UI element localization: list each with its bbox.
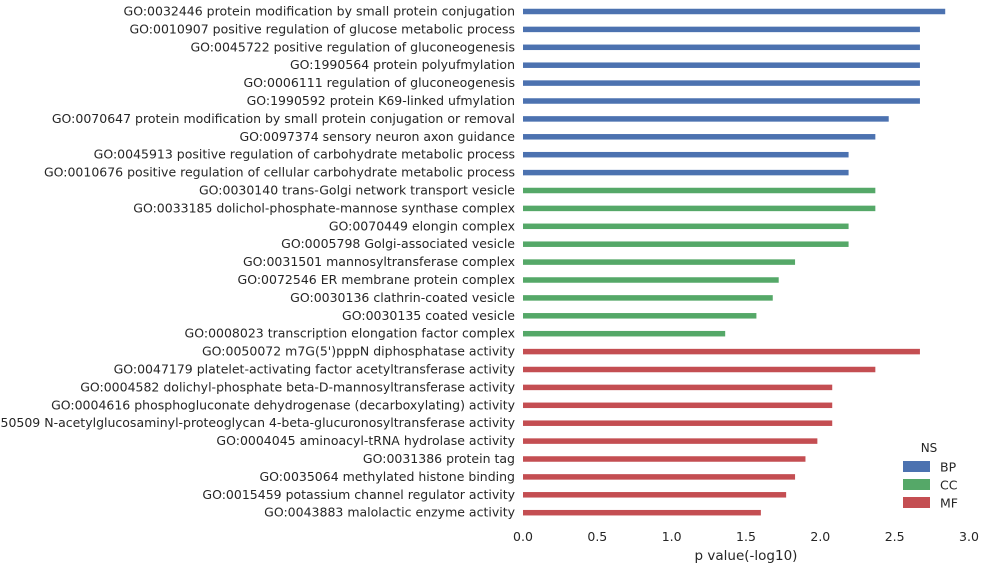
legend: NS BP CC MF	[903, 441, 958, 511]
bar	[523, 456, 806, 462]
legend-swatch	[903, 461, 930, 472]
legend-swatch	[903, 479, 930, 490]
x-tick-label: 0.0	[513, 529, 533, 544]
bar	[523, 295, 773, 301]
x-tick-label: 1.5	[736, 529, 756, 544]
category-label: GO:0030140 trans-Golgi network transport…	[199, 183, 515, 198]
x-tick-label: 2.5	[885, 529, 905, 544]
x-axis-title: p value(-log10)	[695, 548, 798, 564]
bar	[523, 44, 920, 51]
category-label: GO:0047179 platelet-activating factor ac…	[114, 362, 516, 377]
bar	[523, 474, 796, 480]
legend-label: CC	[940, 478, 958, 493]
category-label: GO:0005798 Golgi-associated vesicle	[281, 236, 515, 251]
bar	[523, 205, 876, 212]
legend-swatch	[903, 497, 930, 508]
category-label: GO:0050072 m7G(5')pppN diphosphatase act…	[202, 344, 516, 359]
bar	[523, 98, 920, 104]
category-label: GO:0097374 sensory neuron axon guidance	[239, 129, 515, 144]
bar	[523, 259, 796, 265]
category-label: GO:0004045 aminoacyl-tRNA hydrolase acti…	[216, 433, 515, 448]
category-label: GO:0070647 protein modification by small…	[52, 111, 515, 126]
bar	[523, 241, 849, 247]
x-tick-label: 0.5	[587, 529, 607, 544]
category-label: GO:0008023 transcription elongation fact…	[185, 326, 515, 341]
category-label: GO:0070449 elongin complex	[329, 218, 515, 233]
category-label: GO:0004616 phosphogluconate dehydrogenas…	[51, 397, 516, 412]
category-label: GO:0043883 malolactic enzyme activity	[264, 505, 515, 520]
category-label: GO:0045913 positive regulation of carboh…	[94, 147, 515, 162]
category-label: GO:0033185 dolichol-phosphate-mannose sy…	[133, 200, 515, 215]
category-label: GO:1990592 protein K69-linked ufmylation	[247, 93, 515, 108]
bar	[523, 366, 876, 373]
bars-layer	[523, 8, 946, 516]
x-tick-label: 1.0	[662, 529, 682, 544]
bar	[523, 348, 920, 355]
bar	[523, 169, 849, 176]
category-label: GO:1990564 protein polyufmylation	[290, 57, 515, 72]
legend-entries: BP CC MF	[903, 460, 958, 511]
category-label: GO:0045722 positive regulation of glucon…	[191, 39, 516, 54]
bar	[523, 80, 920, 86]
category-label: GO:0031386 protein tag	[363, 451, 515, 466]
bar	[523, 116, 889, 122]
bar	[523, 62, 920, 68]
legend-label: BP	[940, 460, 957, 475]
bar	[523, 26, 920, 33]
category-label: GO:0031501 mannosyltransferase complex	[243, 254, 515, 269]
bar	[523, 420, 833, 426]
category-label: GO:0030136 clathrin-coated vesicle	[290, 290, 515, 305]
category-label: GO:0010907 positive regulation of glucos…	[129, 21, 515, 36]
bar	[523, 8, 946, 15]
bar	[523, 384, 833, 391]
category-labels: GO:0032446 protein modification by small…	[0, 4, 516, 520]
bar	[523, 402, 833, 409]
bar	[523, 277, 779, 283]
category-label: GO:0050509 N-acetylglucosaminyl-proteogl…	[0, 415, 516, 430]
category-label: GO:0015459 potassium channel regulator a…	[202, 487, 515, 502]
category-label: GO:0072546 ER membrane protein complex	[238, 272, 515, 287]
x-tick-label: 2.0	[810, 529, 830, 544]
x-axis-ticks: 0.0 0.5 1.0 1.5 2.0 2.5 3.0	[513, 529, 979, 544]
x-tick-label: 3.0	[959, 529, 979, 544]
bar	[523, 223, 849, 230]
category-label: GO:0030135 coated vesicle	[342, 308, 515, 323]
legend-title: NS	[921, 441, 938, 455]
category-label: GO:0004582 dolichyl-phosphate beta-D-man…	[80, 379, 515, 394]
category-label: GO:0006111 regulation of gluconeogenesis	[244, 75, 516, 90]
category-label: GO:0035064 methylated histone binding	[259, 469, 515, 484]
bar	[523, 313, 757, 319]
bar	[523, 330, 726, 337]
bar	[523, 187, 876, 194]
bar	[523, 151, 849, 158]
category-label: GO:0032446 protein modification by small…	[124, 4, 515, 19]
bar	[523, 492, 787, 498]
bar	[523, 438, 818, 444]
bar	[523, 509, 761, 516]
legend-label: MF	[940, 496, 958, 511]
category-label: GO:0010676 positive regulation of cellul…	[44, 165, 515, 180]
bar	[523, 134, 876, 140]
